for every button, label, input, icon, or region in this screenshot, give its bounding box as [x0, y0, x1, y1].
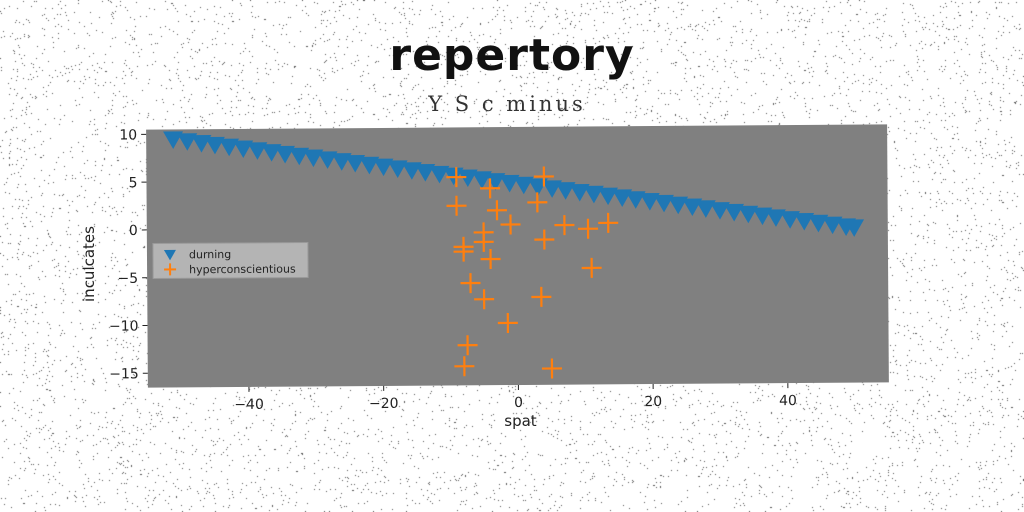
y-tick-label: −5 — [117, 271, 138, 287]
x-tick-label: −20 — [369, 396, 399, 412]
data-point-durning — [415, 164, 436, 182]
data-point-hyperconscientious — [578, 218, 599, 239]
data-point-durning — [373, 158, 394, 177]
chart-subtitle: Y S c minus — [428, 92, 586, 116]
data-point-durning — [555, 182, 576, 200]
y-tick-label: 0 — [129, 223, 138, 239]
data-point-durning — [583, 185, 604, 204]
data-point-durning — [289, 147, 310, 166]
data-point-durning — [597, 187, 618, 206]
data-point-durning — [653, 194, 674, 213]
data-point-durning — [177, 133, 198, 151]
ticks-layer: −40 −20 0 20 40 10 5 0 −5 −10 −15 — [109, 127, 797, 413]
data-point-hyperconscientious — [486, 200, 507, 221]
data-point-hyperconscientious — [541, 358, 562, 379]
y-tick-label: 5 — [128, 175, 137, 191]
data-point-durning — [625, 191, 646, 209]
data-point-durning — [317, 151, 338, 169]
data-point-hyperconscientious — [598, 212, 619, 233]
data-point-hyperconscientious — [581, 257, 602, 278]
data-point-hyperconscientious — [500, 214, 521, 235]
data-point-hyperconscientious — [473, 231, 494, 252]
data-point-durning — [204, 136, 225, 155]
y-tick-label: −15 — [109, 366, 139, 382]
x-tick-label: 20 — [644, 394, 662, 410]
legend-marker-hyperconscientious — [164, 263, 177, 276]
plot-area — [146, 124, 889, 388]
y-tick-label: −10 — [109, 319, 139, 335]
data-point-durning — [247, 142, 268, 160]
legend-marker-durning — [163, 249, 176, 261]
legend-box — [152, 241, 309, 280]
data-point-hyperconscientious — [460, 273, 481, 294]
data-point-durning — [780, 211, 801, 229]
data-point-hyperconscientious — [534, 229, 555, 250]
legend-label-durning: durning — [189, 248, 231, 261]
data-point-durning — [765, 209, 786, 227]
axes-group: −40 −20 0 20 40 10 5 0 −5 −10 −15 durning hypercon… — [109, 124, 889, 413]
x-axis-label: spat — [504, 412, 537, 430]
data-point-hyperconscientious — [480, 178, 501, 199]
data-point-durning — [695, 200, 716, 218]
data-point-hyperconscientious — [480, 249, 501, 270]
data-point-hyperconscientious — [446, 167, 467, 188]
data-point-durning — [345, 154, 366, 173]
data-point-durning — [359, 156, 380, 175]
data-point-durning — [513, 176, 534, 195]
data-point-durning — [485, 173, 506, 191]
x-tick-label: 0 — [514, 395, 523, 411]
data-point-durning — [303, 149, 324, 168]
data-point-hyperconscientious — [453, 241, 474, 262]
y-tick-label: 10 — [119, 127, 137, 143]
data-point-hyperconscientious — [446, 195, 467, 216]
data-point-durning — [738, 205, 759, 224]
data-point-durning — [219, 138, 240, 157]
data-point-hyperconscientious — [457, 335, 478, 356]
data-point-hyperconscientious — [454, 356, 475, 377]
data-point-durning — [233, 140, 254, 159]
data-point-durning — [668, 196, 689, 215]
data-point-hyperconscientious — [554, 215, 575, 236]
x-tick-label: −40 — [234, 397, 264, 413]
data-point-durning — [724, 203, 745, 222]
x-tick-label: 40 — [779, 393, 797, 409]
data-point-durning — [429, 165, 450, 184]
data-point-durning — [499, 174, 520, 193]
data-point-durning — [457, 169, 478, 188]
data-point-durning — [274, 145, 295, 164]
chart-title: repertory — [389, 30, 635, 81]
data-point-durning — [808, 214, 829, 233]
data-point-hyperconscientious — [474, 289, 495, 310]
data-point-durning — [709, 202, 730, 220]
data-point-hyperconscientious — [497, 312, 518, 333]
data-point-durning — [387, 160, 408, 178]
data-point-durning — [794, 212, 815, 231]
data-point-durning — [639, 193, 660, 211]
data-point-durning — [844, 219, 865, 237]
data-point-hyperconscientious — [533, 166, 554, 187]
y-axis-label: inculcates — [80, 226, 98, 302]
data-point-hyperconscientious — [527, 192, 548, 213]
legend: durning hyperconscientious — [152, 241, 309, 280]
data-point-durning — [163, 131, 184, 149]
legend-label-hyperconscientious: hyperconscientious — [189, 263, 296, 277]
data-point-hyperconscientious — [531, 286, 552, 307]
data-point-durning — [569, 183, 590, 202]
series-layer — [163, 131, 865, 379]
